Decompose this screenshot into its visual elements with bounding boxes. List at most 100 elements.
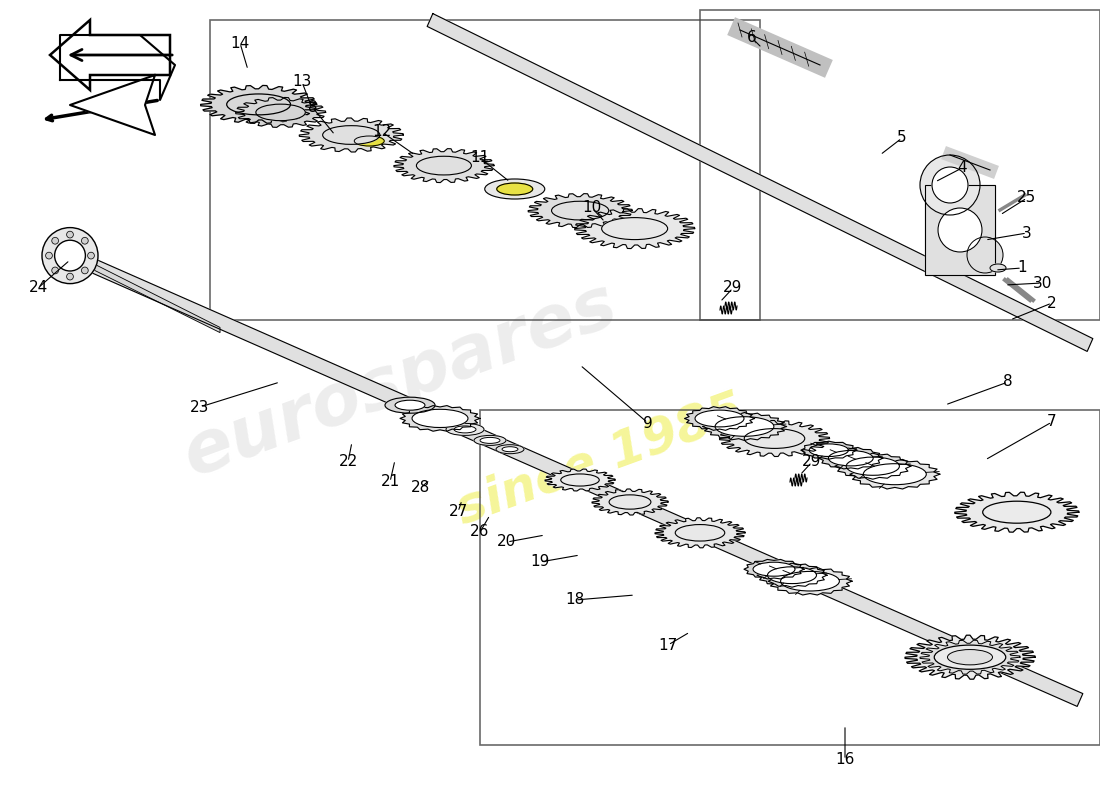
Polygon shape: [757, 563, 827, 587]
Circle shape: [81, 238, 88, 244]
Text: 8: 8: [1003, 374, 1013, 390]
Polygon shape: [400, 406, 480, 431]
Polygon shape: [574, 209, 695, 249]
Polygon shape: [544, 469, 615, 491]
Circle shape: [45, 252, 53, 259]
Text: 8: 8: [308, 101, 318, 115]
Ellipse shape: [810, 444, 848, 457]
Ellipse shape: [354, 136, 384, 146]
Text: 3: 3: [1022, 226, 1032, 241]
Polygon shape: [299, 118, 404, 152]
Text: 28: 28: [410, 481, 430, 495]
Text: since 1985: since 1985: [450, 386, 750, 534]
Polygon shape: [427, 14, 1092, 351]
Polygon shape: [703, 413, 786, 441]
Circle shape: [81, 267, 88, 274]
Bar: [925, 185, 996, 275]
Ellipse shape: [990, 264, 1006, 272]
Ellipse shape: [864, 464, 926, 485]
Ellipse shape: [322, 126, 379, 144]
Ellipse shape: [715, 417, 774, 436]
Text: 17: 17: [659, 638, 678, 653]
Text: 9: 9: [644, 415, 653, 430]
Polygon shape: [77, 254, 1082, 706]
Text: 1: 1: [1018, 261, 1026, 275]
Polygon shape: [528, 194, 632, 227]
Circle shape: [67, 231, 74, 238]
Polygon shape: [50, 20, 170, 90]
Text: 22: 22: [339, 454, 358, 470]
Ellipse shape: [496, 445, 524, 454]
Circle shape: [88, 252, 95, 259]
Ellipse shape: [256, 104, 306, 121]
Circle shape: [67, 274, 74, 280]
Circle shape: [932, 167, 968, 203]
Ellipse shape: [846, 457, 900, 475]
Text: 18: 18: [565, 593, 584, 607]
Polygon shape: [684, 406, 755, 430]
Ellipse shape: [609, 495, 651, 509]
Text: 24: 24: [29, 281, 47, 295]
Circle shape: [55, 240, 86, 271]
Text: 5: 5: [898, 130, 906, 146]
Ellipse shape: [695, 410, 744, 427]
Polygon shape: [768, 567, 852, 595]
Polygon shape: [835, 453, 911, 479]
Polygon shape: [235, 98, 326, 127]
Text: 25: 25: [1018, 190, 1036, 206]
Text: eurospares: eurospares: [174, 270, 626, 490]
Polygon shape: [850, 459, 939, 489]
Text: 13: 13: [293, 74, 311, 90]
Polygon shape: [905, 635, 1035, 679]
Ellipse shape: [551, 202, 608, 220]
Ellipse shape: [934, 645, 1005, 670]
Text: 2: 2: [1047, 295, 1057, 310]
Text: 10: 10: [582, 201, 602, 215]
Text: 6: 6: [747, 30, 757, 46]
Text: 4: 4: [957, 161, 967, 175]
Ellipse shape: [395, 400, 425, 410]
Ellipse shape: [675, 525, 725, 541]
Polygon shape: [592, 489, 668, 515]
Text: 23: 23: [190, 399, 210, 414]
Ellipse shape: [474, 435, 506, 446]
Text: 27: 27: [449, 505, 468, 519]
Text: 14: 14: [230, 35, 250, 50]
Ellipse shape: [768, 566, 816, 584]
Ellipse shape: [947, 650, 992, 665]
Ellipse shape: [227, 94, 290, 115]
Text: 30: 30: [1032, 275, 1052, 290]
Polygon shape: [955, 492, 1079, 532]
Ellipse shape: [502, 446, 518, 452]
Polygon shape: [60, 35, 175, 100]
Ellipse shape: [982, 501, 1050, 523]
Ellipse shape: [412, 410, 468, 427]
Ellipse shape: [485, 179, 544, 199]
Ellipse shape: [497, 183, 532, 195]
Circle shape: [52, 238, 58, 244]
Polygon shape: [920, 640, 1020, 674]
Circle shape: [52, 267, 58, 274]
Polygon shape: [654, 518, 745, 548]
Polygon shape: [79, 258, 220, 333]
Text: 29: 29: [724, 281, 743, 295]
Ellipse shape: [828, 450, 873, 466]
Ellipse shape: [561, 474, 600, 486]
Text: 16: 16: [835, 753, 855, 767]
Text: 20: 20: [497, 534, 517, 550]
Polygon shape: [744, 559, 804, 579]
Ellipse shape: [417, 156, 472, 175]
Polygon shape: [70, 75, 155, 135]
Text: 11: 11: [471, 150, 490, 166]
Ellipse shape: [781, 571, 839, 591]
Ellipse shape: [480, 438, 501, 443]
Circle shape: [938, 208, 982, 252]
Text: 19: 19: [530, 554, 550, 570]
Text: 29: 29: [802, 454, 822, 470]
Polygon shape: [818, 447, 883, 469]
Ellipse shape: [446, 423, 484, 435]
Ellipse shape: [454, 426, 476, 433]
Ellipse shape: [602, 218, 668, 240]
Ellipse shape: [385, 398, 435, 414]
Circle shape: [920, 155, 980, 215]
